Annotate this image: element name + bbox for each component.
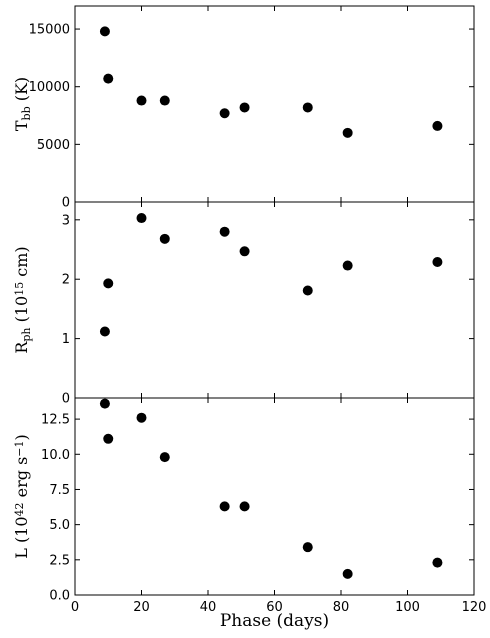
y-tick-label: 2 [62, 273, 70, 288]
y-tick-label: 0.0 [49, 589, 70, 604]
y-axis-label: Rph (1015 cm) [12, 246, 33, 353]
panel-frame [74, 397, 475, 596]
panel-1: 0 5000 10000 15000 Tbb (K) [12, 5, 475, 211]
data-point [302, 542, 313, 553]
data-point [239, 102, 250, 113]
panel-3: 0.0 2.5 5.0 7.5 10.0 12.5 L (1042 erg s−1) [12, 397, 475, 604]
data-point [219, 226, 230, 237]
data-point [159, 233, 170, 244]
data-point [342, 260, 353, 271]
y-tick-label: 1 [62, 332, 70, 347]
y-tick-label: 5000 [37, 138, 70, 153]
data-point [302, 102, 313, 113]
y-tick-label: 2.5 [49, 553, 70, 568]
data-point [239, 246, 250, 257]
data-point [239, 501, 250, 512]
data-point [99, 26, 110, 37]
y-axis-label: Tbb (K) [12, 77, 33, 131]
data-point [103, 278, 114, 289]
data-point [136, 95, 147, 106]
y-tick-label: 7.5 [49, 483, 70, 498]
y-tick-label: 10.0 [41, 448, 70, 463]
x-tick-label: 100 [395, 600, 420, 615]
y-tick-label: 0 [62, 392, 70, 407]
data-point [219, 108, 230, 119]
y-tick-label: 5.0 [49, 518, 70, 533]
data-point [159, 452, 170, 463]
y-tick-label: 15000 [29, 23, 70, 38]
x-tick-label: 0 [71, 600, 79, 615]
y-tick-label: 12.5 [41, 413, 70, 428]
x-tick-label: 20 [133, 600, 150, 615]
panel-frame [74, 5, 475, 203]
y-tick-label: 3 [62, 213, 70, 228]
x-tick-label: 80 [333, 600, 350, 615]
data-point [432, 557, 443, 568]
data-point [136, 412, 147, 423]
data-point [432, 256, 443, 267]
data-point [136, 213, 147, 224]
x-axis-label: Phase (days) [220, 611, 329, 631]
data-point [103, 433, 114, 444]
y-tick-label: 10000 [29, 80, 70, 95]
x-tick-label: 40 [200, 600, 217, 615]
data-point [342, 127, 353, 138]
data-point [432, 120, 443, 131]
data-point [159, 95, 170, 106]
data-point [99, 398, 110, 409]
y-axis-label: L (1042 erg s−1) [12, 434, 31, 559]
data-point [219, 501, 230, 512]
data-point [342, 568, 353, 579]
x-tick-label: 60 [266, 600, 283, 615]
panel-2: 0 1 2 3 Rph (1015 cm) [12, 201, 475, 407]
x-axis: 0 20 40 60 80 100 120 [71, 600, 487, 615]
x-tick-label: 120 [462, 600, 487, 615]
data-point [302, 285, 313, 296]
y-tick-label: 0 [62, 196, 70, 211]
data-point [103, 73, 114, 84]
data-point [99, 326, 110, 337]
panel-frame [74, 201, 475, 399]
